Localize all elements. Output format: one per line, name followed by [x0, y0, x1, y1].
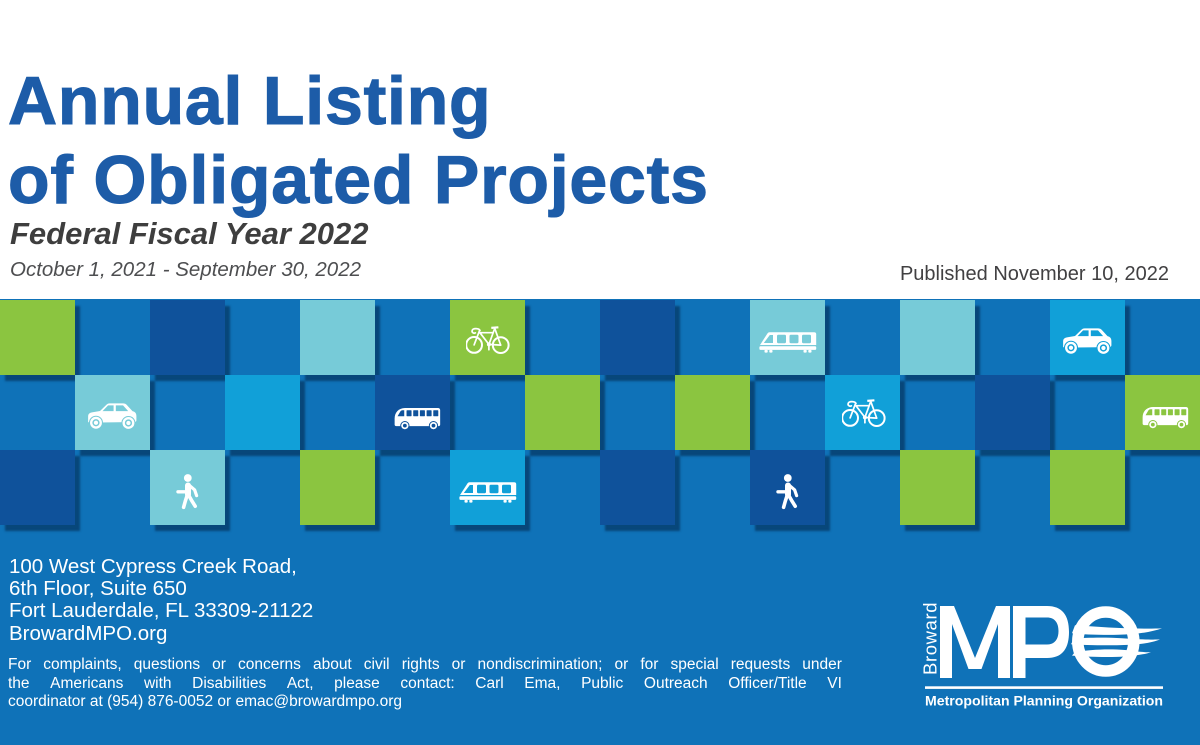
- svg-text:Broward: Broward: [920, 602, 941, 675]
- svg-text:Metropolitan Planning Organiza: Metropolitan Planning Organization: [925, 694, 1163, 709]
